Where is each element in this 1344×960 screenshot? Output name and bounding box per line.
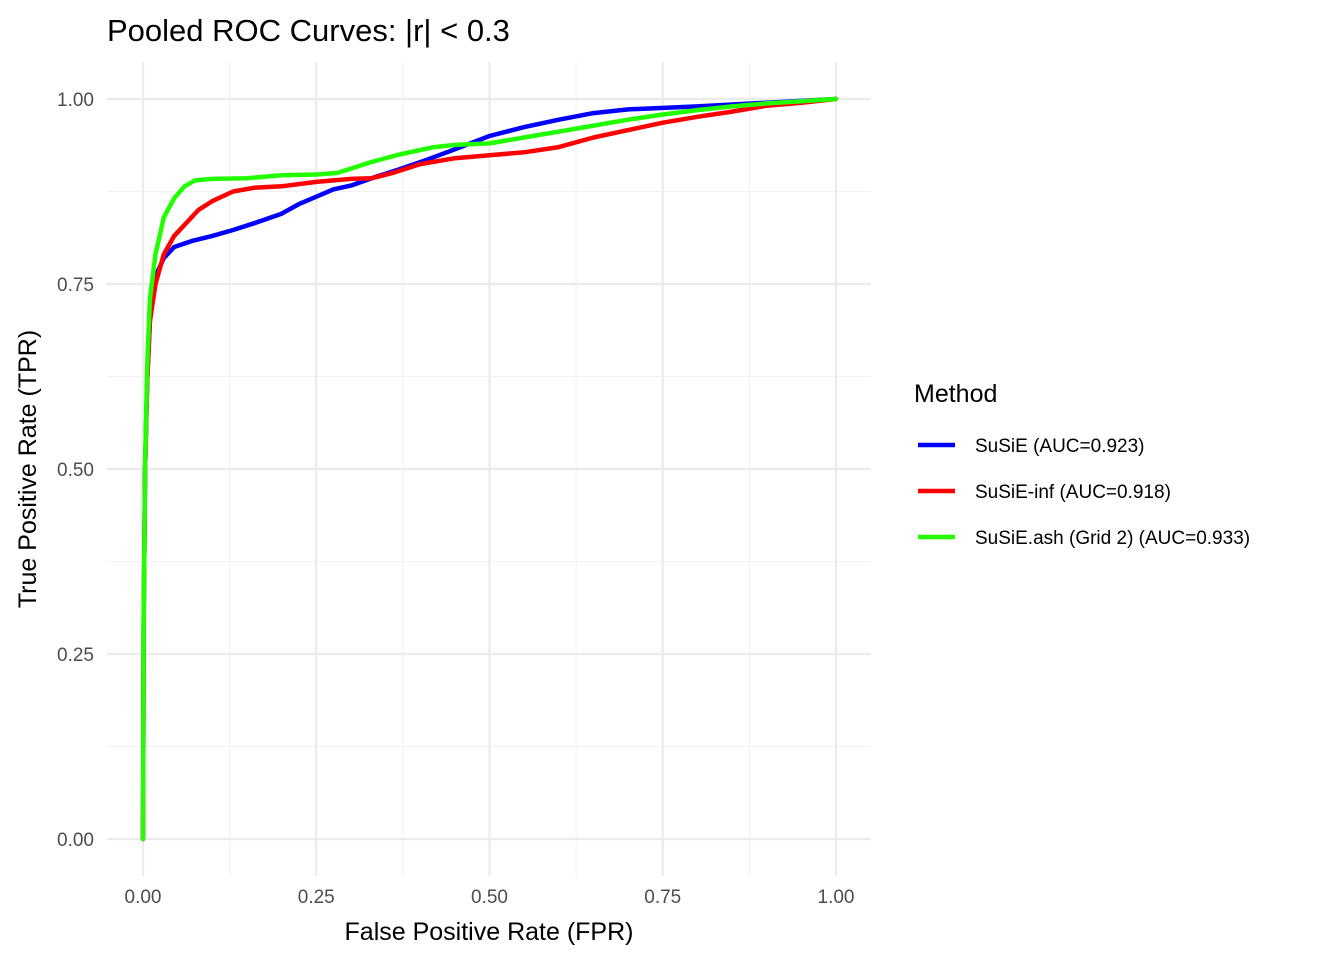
x-tick-label: 0.25 — [298, 887, 335, 908]
series-line — [140, 96, 839, 842]
legend-label: SuSiE.ash (Grid 2) (AUC=0.933) — [975, 528, 1250, 549]
legend-items: SuSiE (AUC=0.923) SuSiE-inf (AUC=0.918) Su… — [918, 436, 1250, 549]
series-lines — [140, 96, 839, 842]
y-tick-labels: 0.00 0.25 0.50 0.75 1.00 — [57, 90, 94, 851]
y-axis-title: True Positive Rate (TPR) — [14, 330, 42, 608]
x-axis-title: False Positive Rate (FPR) — [345, 918, 634, 946]
y-tick-label: 0.75 — [57, 275, 94, 296]
grid-lines — [107, 62, 871, 876]
legend: Method SuSiE (AUC=0.923) SuSiE-inf (AUC=0… — [914, 380, 1250, 549]
legend-label: SuSiE (AUC=0.923) — [975, 436, 1145, 457]
legend-title: Method — [914, 380, 997, 408]
x-tick-label: 0.75 — [644, 887, 681, 908]
y-tick-label: 0.00 — [57, 830, 94, 851]
x-tick-label: 1.00 — [818, 887, 855, 908]
x-tick-label: 0.50 — [471, 887, 508, 908]
y-tick-label: 1.00 — [57, 90, 94, 111]
series-line — [140, 96, 839, 842]
chart-title: Pooled ROC Curves: |r| < 0.3 — [107, 13, 510, 48]
x-tick-label: 0.00 — [125, 887, 162, 908]
x-tick-labels: 0.00 0.25 0.50 0.75 1.00 — [125, 887, 855, 908]
legend-label: SuSiE-inf (AUC=0.918) — [975, 482, 1171, 503]
y-tick-label: 0.25 — [57, 645, 94, 666]
y-tick-label: 0.50 — [57, 460, 94, 481]
